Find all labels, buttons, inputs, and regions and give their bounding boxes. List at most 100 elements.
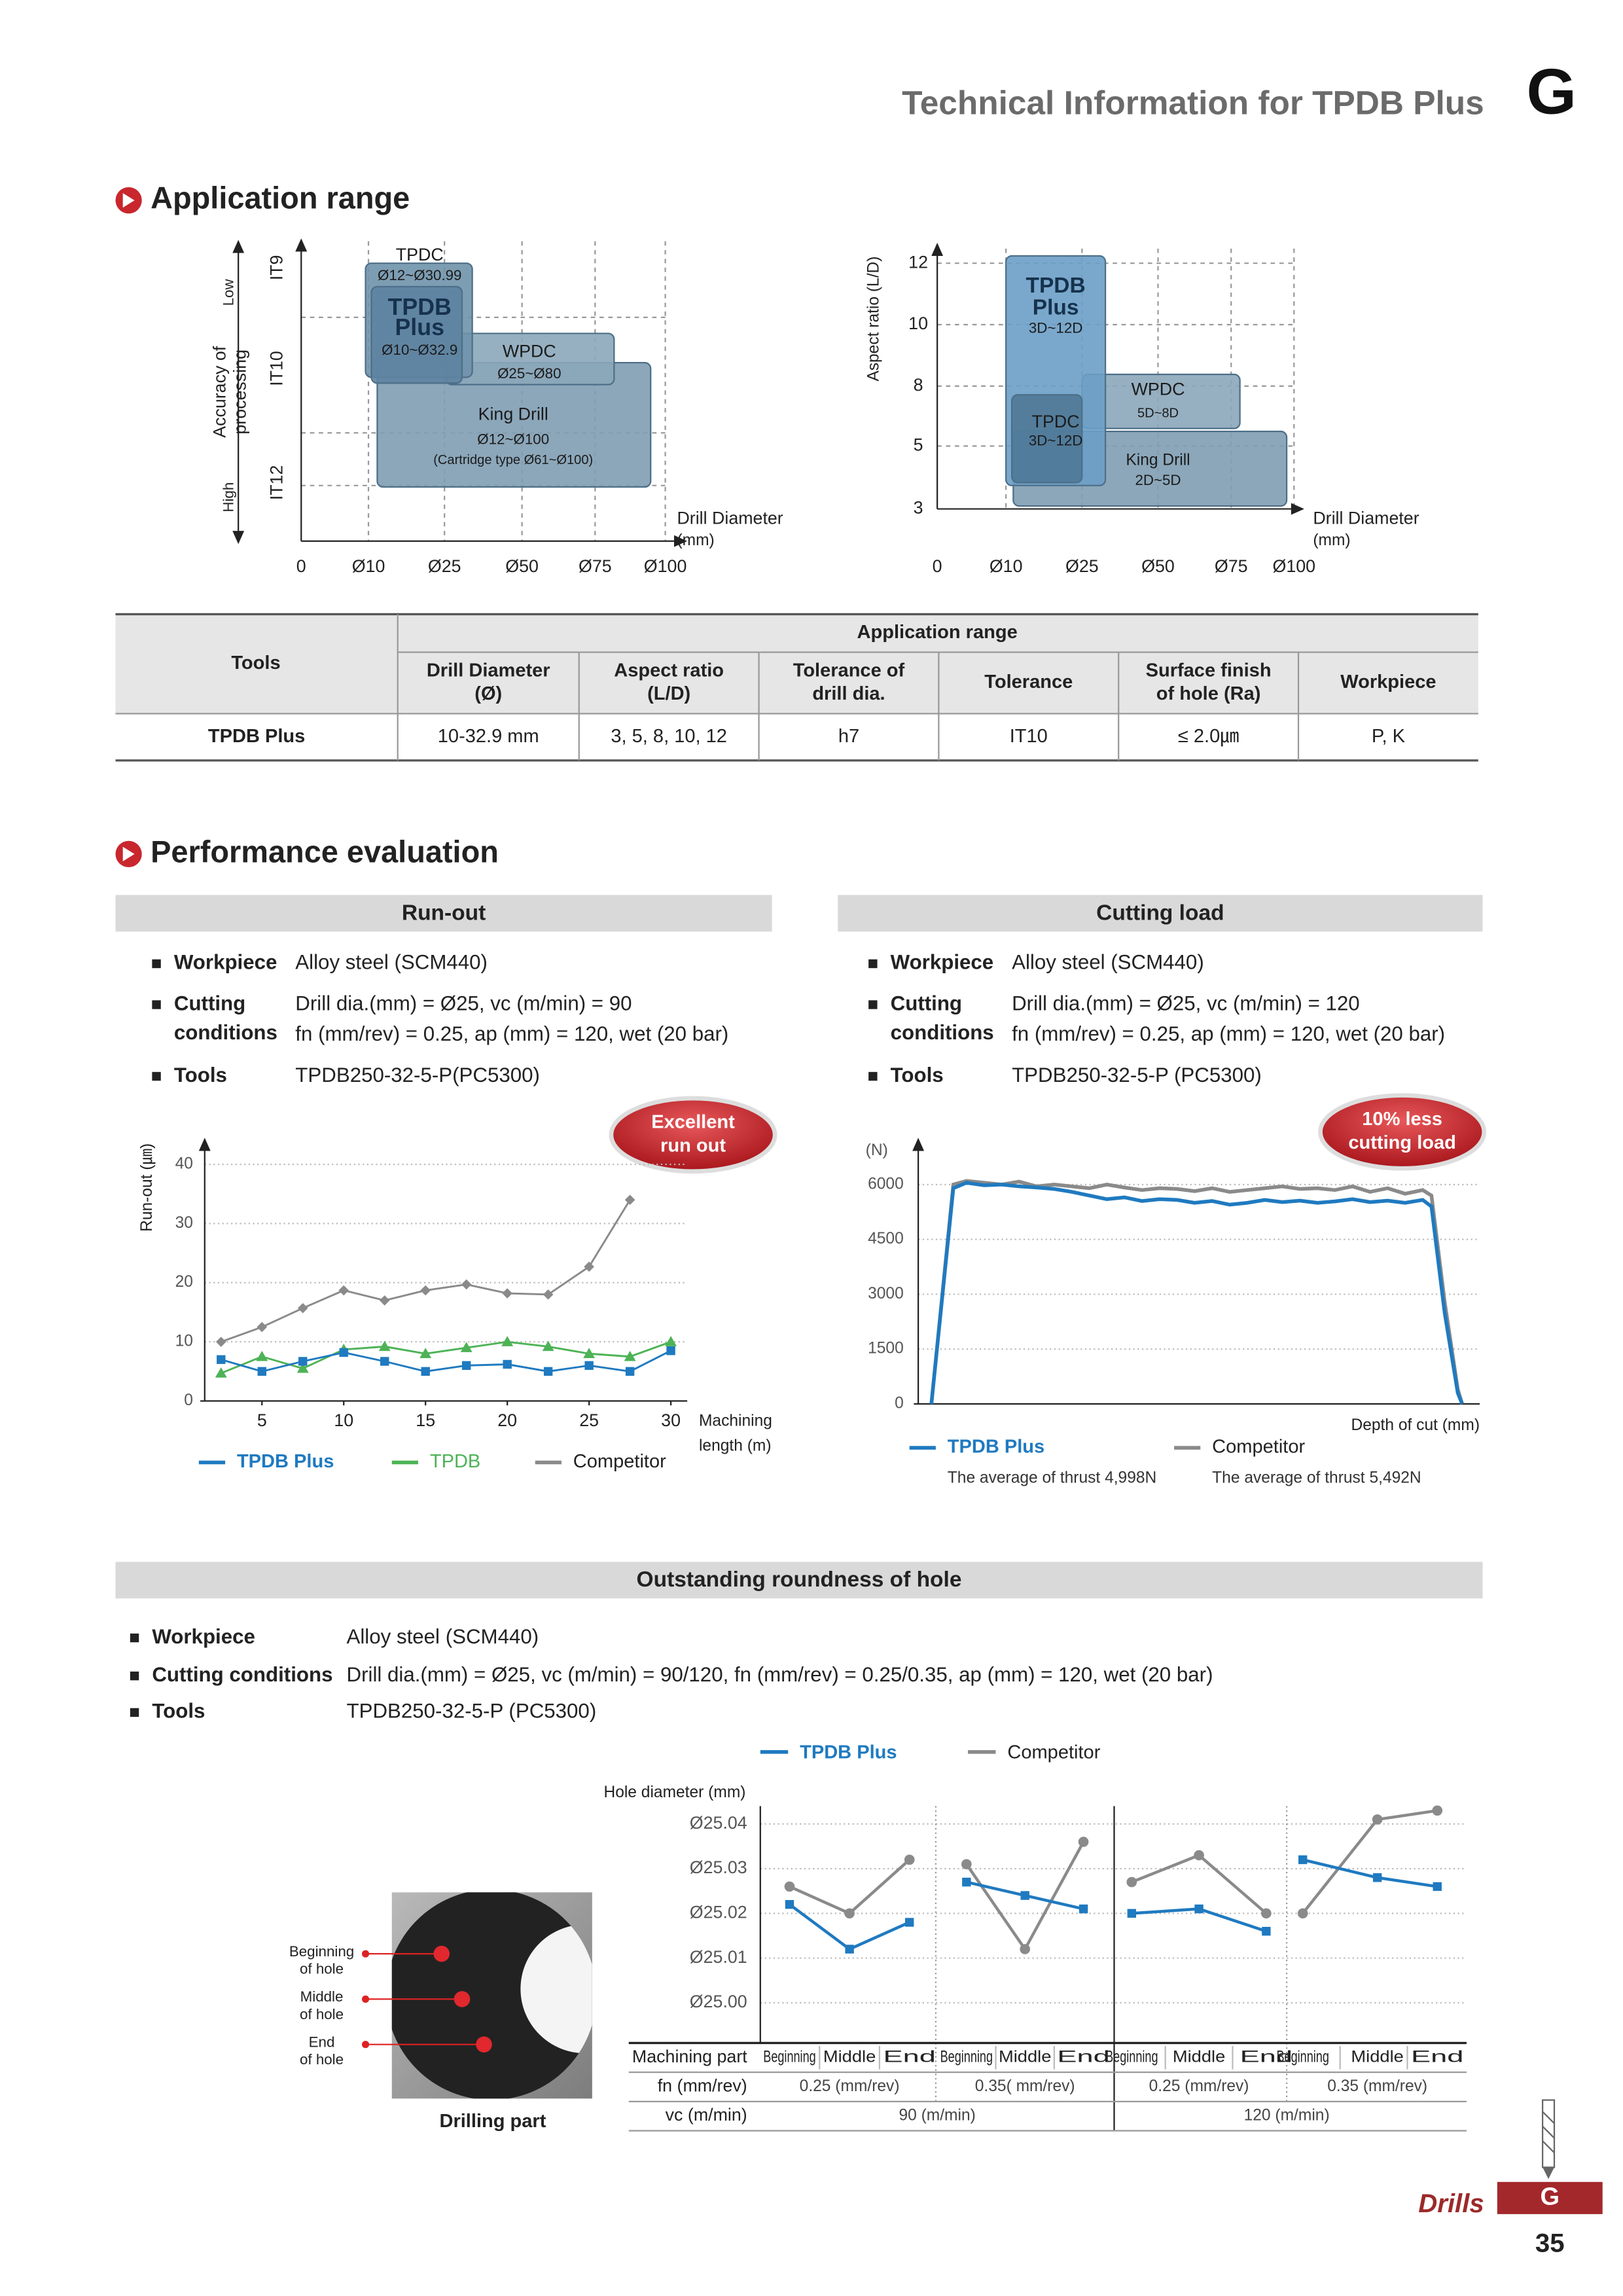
panel-bar [115, 1562, 1483, 1599]
marker-dot [476, 2036, 492, 2053]
photo-label: of hole [300, 2051, 344, 2068]
data-point [1433, 1882, 1442, 1892]
axis-label: length (m) [699, 1437, 772, 1454]
table-header-cell: of hole (Ra) [1156, 683, 1261, 704]
x-tick-label: 15 [416, 1410, 435, 1430]
data-point [380, 1357, 389, 1366]
data-point [584, 1361, 594, 1371]
y-tick-label: 1500 [868, 1340, 904, 1357]
bullet [152, 1000, 161, 1009]
x-tick-label: 5 [257, 1410, 267, 1430]
section-heading: Performance evaluation [151, 834, 499, 869]
data-point [845, 1945, 854, 1954]
data-point [296, 1362, 309, 1373]
spec-value: Alloy steel (SCM440) [1012, 951, 1204, 974]
spec-label: conditions [891, 1021, 994, 1044]
data-point [1194, 1850, 1204, 1861]
bullet [130, 1633, 139, 1643]
y-label: IT12 [267, 465, 287, 501]
x-tick-label: Beginning [763, 2048, 815, 2066]
box-label: Ø10~Ø32.9 [382, 342, 457, 358]
badge [609, 1096, 777, 1174]
box-label: Plus [395, 314, 444, 340]
series-line [221, 1340, 671, 1374]
spec-value: TPDB250-32-5-P (PC5300) [347, 1700, 597, 1723]
legend-label: TPDB Plus [800, 1742, 897, 1763]
data-point [543, 1289, 554, 1300]
data-point [1078, 1837, 1089, 1847]
legend-label: Competitor [1212, 1437, 1305, 1458]
box-label: 5D~8D [1137, 406, 1179, 421]
spec-label: Cutting [174, 992, 245, 1014]
axis-label: Run-out (㎛) [138, 1143, 156, 1232]
spec-value: TPDB250-32-5-P(PC5300) [295, 1064, 540, 1086]
spec-label: conditions [174, 1021, 277, 1044]
leader-dot [361, 1995, 370, 2003]
data-point [961, 1859, 972, 1870]
series-line [221, 1350, 671, 1372]
data-point [904, 1918, 914, 1927]
y-tick-label: 10 [175, 1333, 193, 1350]
y-tick-label: Ø25.00 [690, 1992, 747, 2011]
data-point [339, 1348, 348, 1357]
data-point [257, 1367, 266, 1376]
data-point [1298, 1855, 1308, 1865]
x-label: Ø25 [428, 556, 461, 576]
range-box [370, 285, 463, 384]
data-point [666, 1346, 675, 1355]
spec-value: TPDB250-32-5-P (PC5300) [1012, 1064, 1262, 1086]
box-label: WPDC [1132, 380, 1185, 399]
photo-label: Beginning [289, 1943, 354, 1960]
data-point [298, 1357, 308, 1366]
data-point [379, 1295, 390, 1306]
x-label: Ø50 [1141, 556, 1175, 576]
spec-value: Drill dia.(mm) = Ø25, vc (m/min) = 90 [295, 992, 632, 1014]
spec-label: Workpiece [174, 951, 277, 974]
data-point [1261, 1908, 1272, 1919]
spec-label: Cutting conditions [152, 1663, 332, 1686]
fn-label: 0.35 (mm/rev) [1327, 2077, 1427, 2095]
panel-bar [838, 895, 1483, 932]
footer-letter: G [1541, 2183, 1560, 2210]
axis-label: Depth of cut (mm) [1351, 1416, 1480, 1434]
marker-dot [454, 1991, 471, 2007]
photo-caption: Drilling part [439, 2111, 546, 2132]
x-tick-label: 20 [497, 1410, 517, 1430]
data-point [1297, 1908, 1308, 1919]
y-label: 10 [908, 314, 928, 333]
x-label: 0 [296, 556, 306, 576]
axis-label: Drill Diameter [1313, 508, 1419, 528]
x-tick-label: End [1411, 2048, 1463, 2066]
x-tick-label: Beginning [1276, 2048, 1329, 2066]
page-number: 35 [1535, 2228, 1565, 2257]
badge-text: Excellent [651, 1112, 735, 1133]
data-point [419, 1348, 432, 1358]
box-label: TPDC [1032, 412, 1080, 431]
y-tick-label: Ø25.04 [690, 1813, 747, 1833]
table-cell: IT10 [1010, 726, 1048, 747]
y-tick-label: 20 [175, 1273, 193, 1291]
x-label: 0 [933, 556, 942, 576]
box-label: TPDC [396, 245, 444, 264]
axis-arrow [912, 1138, 925, 1151]
x-label: Ø25 [1065, 556, 1099, 576]
table-cell: h7 [838, 726, 859, 747]
axis-arrow [673, 535, 688, 547]
bullet [868, 1000, 878, 1009]
data-point [785, 1900, 794, 1909]
range-box [1010, 394, 1083, 484]
y-tick-label: Ø25.02 [690, 1902, 747, 1922]
y-label: Low [221, 279, 237, 306]
data-point [784, 1881, 795, 1892]
spec-label: Workpiece [152, 1625, 255, 1648]
spec-value: Drill dia.(mm) = Ø25, vc (m/min) = 120 [1012, 992, 1360, 1014]
y-tick-label: 30 [175, 1214, 193, 1232]
vc-label: 90 (m/min) [899, 2107, 975, 2125]
bullet [152, 959, 161, 969]
data-point [420, 1285, 431, 1296]
bullet [130, 1671, 139, 1681]
y-tick-label: 3000 [868, 1285, 904, 1302]
section-letter: G [1527, 55, 1577, 127]
data-point [624, 1350, 636, 1361]
